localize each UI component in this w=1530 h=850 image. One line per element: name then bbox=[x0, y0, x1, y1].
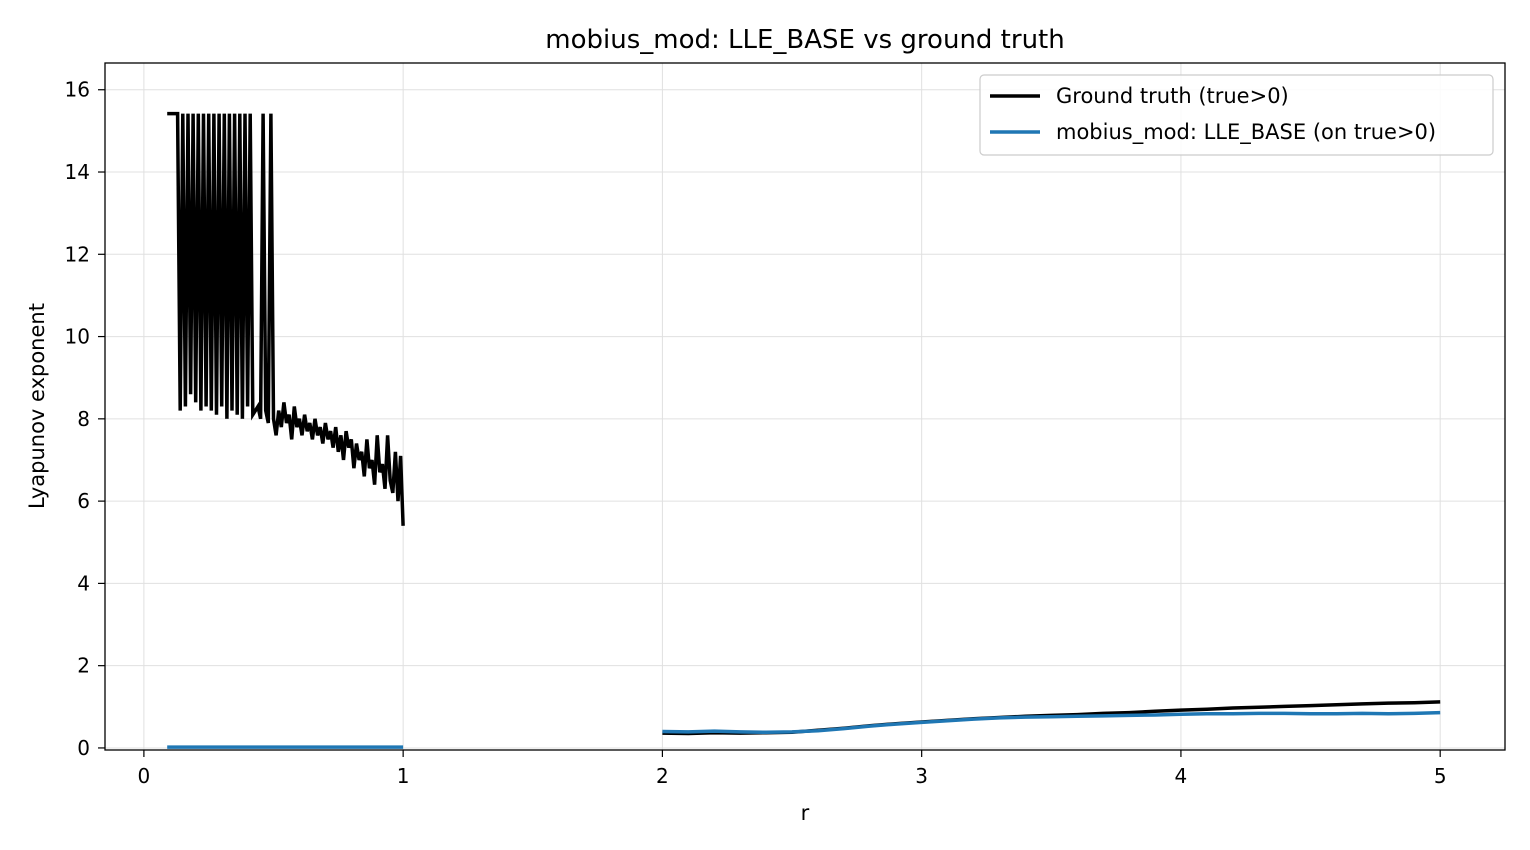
legend-label-lle-base: mobius_mod: LLE_BASE (on true>0) bbox=[1056, 120, 1436, 145]
y-tick-label: 14 bbox=[65, 160, 90, 184]
x-tick-label: 0 bbox=[138, 764, 151, 788]
legend-label-ground-truth: Ground truth (true>0) bbox=[1056, 84, 1289, 108]
plot-frame bbox=[104, 62, 1506, 751]
x-tick-label: 5 bbox=[1434, 764, 1447, 788]
series-1-line-segment-1 bbox=[662, 710, 1441, 735]
x-tick-label: 2 bbox=[656, 764, 669, 788]
y-tick-label: 8 bbox=[77, 407, 90, 431]
y-tick-label: 12 bbox=[65, 242, 90, 266]
y-axis-label: Lyapunov exponent bbox=[25, 303, 49, 509]
y-axis: 0 2 4 6 8 10 12 14 16 bbox=[65, 78, 105, 760]
plot-series bbox=[167, 111, 1441, 749]
x-axis-label: r bbox=[801, 801, 810, 825]
legend: Ground truth (true>0) mobius_mod: LLE_BA… bbox=[979, 74, 1494, 156]
x-tick-label: 1 bbox=[397, 764, 410, 788]
y-tick-label: 0 bbox=[77, 736, 90, 760]
chart-title: mobius_mod: LLE_BASE vs ground truth bbox=[545, 25, 1064, 55]
grid bbox=[105, 63, 1505, 750]
y-tick-label: 2 bbox=[77, 654, 90, 678]
x-axis: 0 1 2 3 4 5 bbox=[138, 750, 1447, 788]
y-tick-label: 4 bbox=[77, 571, 90, 595]
y-tick-label: 16 bbox=[65, 78, 90, 102]
legend-box bbox=[979, 74, 1494, 156]
x-tick-label: 4 bbox=[1175, 764, 1188, 788]
y-tick-label: 6 bbox=[77, 489, 90, 513]
series-0-line-segment-0 bbox=[167, 111, 405, 526]
y-tick-label: 10 bbox=[65, 325, 90, 349]
x-tick-label: 3 bbox=[915, 764, 928, 788]
